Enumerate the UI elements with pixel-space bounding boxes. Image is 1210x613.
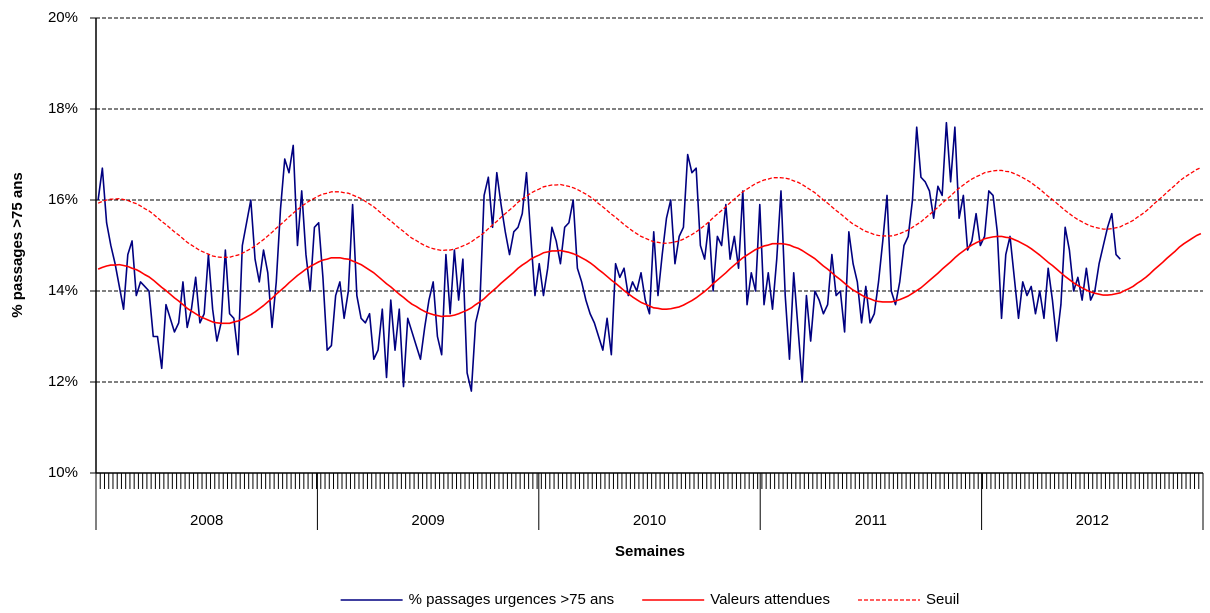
x-group-label: 2012	[1076, 512, 1109, 529]
legend-label: % passages urgences >75 ans	[409, 591, 615, 608]
x-group-label: 2010	[633, 512, 666, 529]
legend-label: Seuil	[926, 591, 959, 608]
series-line	[97, 232, 1202, 325]
legend-label: Valeurs attendues	[710, 591, 830, 608]
x-group-label: 2009	[411, 512, 444, 529]
series-line	[97, 167, 1202, 258]
x-group-label: 2008	[190, 512, 223, 529]
y-tick-label: 16%	[48, 191, 78, 208]
x-axis-label: Semaines	[615, 543, 685, 560]
y-tick-label: 18%	[48, 100, 78, 117]
x-group-label: 2011	[855, 512, 887, 529]
y-tick-label: 12%	[48, 373, 78, 390]
y-tick-label: 20%	[48, 9, 78, 26]
y-tick-label: 14%	[48, 282, 78, 299]
series-line	[97, 121, 1121, 392]
y-tick-label: 10%	[48, 464, 78, 481]
y-axis-label: % passages >75 ans	[9, 172, 26, 318]
